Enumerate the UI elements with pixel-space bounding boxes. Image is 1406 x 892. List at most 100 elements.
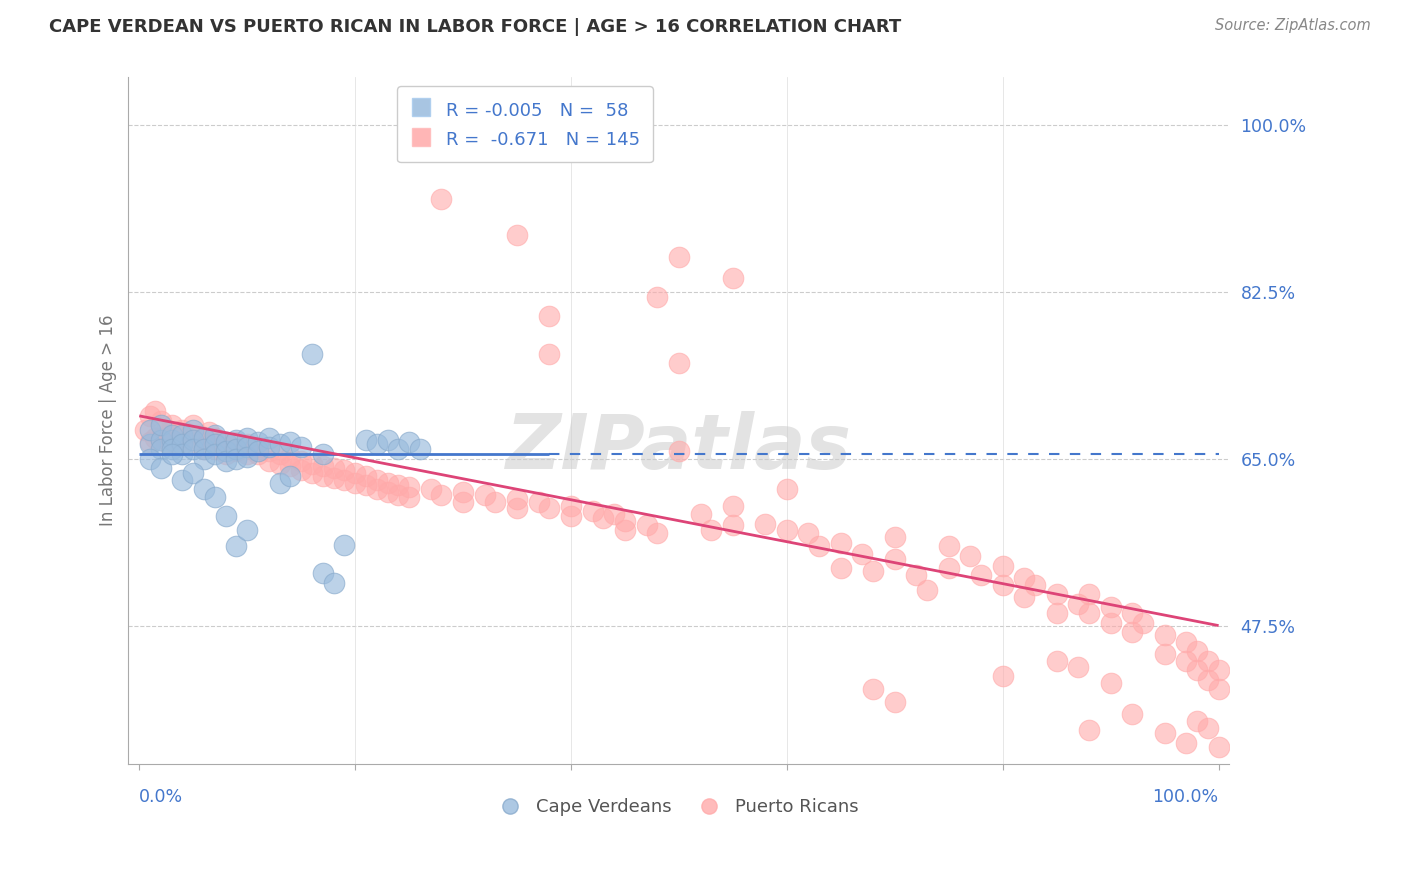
Point	[166, 437, 188, 451]
Point	[214, 444, 236, 458]
Point	[668, 356, 690, 370]
Point	[938, 540, 960, 554]
Point	[214, 453, 236, 467]
Point	[689, 507, 711, 521]
Point	[181, 433, 204, 447]
Point	[225, 433, 247, 447]
Point	[560, 508, 582, 523]
Point	[204, 442, 226, 457]
Point	[1175, 736, 1198, 750]
Point	[1153, 726, 1175, 740]
Point	[172, 437, 194, 451]
Point	[333, 537, 356, 551]
Point	[1067, 659, 1090, 673]
Y-axis label: In Labor Force | Age > 16: In Labor Force | Age > 16	[100, 315, 117, 526]
Point	[1024, 577, 1046, 591]
Point	[225, 434, 247, 449]
Point	[155, 423, 177, 437]
Point	[155, 434, 177, 449]
Point	[398, 480, 420, 494]
Point	[193, 442, 215, 457]
Point	[527, 494, 550, 508]
Point	[312, 469, 335, 483]
Point	[312, 459, 335, 474]
Point	[354, 433, 377, 447]
Point	[430, 488, 453, 502]
Point	[301, 466, 323, 480]
Point	[1197, 721, 1219, 735]
Point	[959, 549, 981, 563]
Point	[269, 457, 291, 471]
Point	[538, 309, 561, 323]
Point	[991, 558, 1014, 573]
Point	[1099, 599, 1122, 614]
Point	[172, 437, 194, 451]
Point	[204, 490, 226, 504]
Point	[1121, 606, 1143, 620]
Point	[700, 523, 723, 537]
Point	[172, 428, 194, 442]
Point	[1121, 707, 1143, 722]
Point	[280, 434, 302, 449]
Point	[1175, 654, 1198, 668]
Point	[506, 501, 529, 516]
Point	[193, 451, 215, 466]
Point	[290, 463, 312, 477]
Point	[851, 547, 873, 561]
Point	[1185, 644, 1208, 658]
Point	[344, 475, 367, 490]
Point	[193, 483, 215, 497]
Point	[830, 535, 852, 549]
Point	[204, 447, 226, 461]
Point	[776, 523, 799, 537]
Point	[647, 290, 669, 304]
Point	[387, 488, 409, 502]
Point	[149, 414, 172, 428]
Point	[1132, 615, 1154, 630]
Point	[991, 577, 1014, 591]
Point	[257, 444, 280, 458]
Point	[538, 501, 561, 516]
Point	[1099, 615, 1122, 630]
Point	[1185, 714, 1208, 728]
Point	[172, 473, 194, 487]
Point	[322, 575, 344, 590]
Point	[1185, 664, 1208, 678]
Point	[204, 428, 226, 442]
Point	[322, 461, 344, 475]
Point	[160, 433, 183, 447]
Point	[269, 475, 291, 490]
Point	[280, 469, 302, 483]
Point	[366, 437, 388, 451]
Point	[172, 423, 194, 437]
Point	[419, 483, 441, 497]
Point	[333, 473, 356, 487]
Text: Source: ZipAtlas.com: Source: ZipAtlas.com	[1215, 18, 1371, 33]
Point	[1078, 587, 1101, 601]
Point	[139, 423, 162, 437]
Point	[145, 431, 167, 445]
Point	[354, 478, 377, 492]
Point	[160, 447, 183, 461]
Point	[398, 490, 420, 504]
Point	[1175, 635, 1198, 649]
Point	[236, 450, 259, 464]
Point	[883, 530, 905, 544]
Point	[149, 442, 172, 457]
Point	[354, 469, 377, 483]
Point	[242, 442, 264, 457]
Point	[236, 440, 259, 454]
Point	[538, 347, 561, 361]
Point	[160, 434, 183, 449]
Point	[797, 526, 820, 541]
Point	[560, 500, 582, 514]
Point	[225, 444, 247, 458]
Point	[915, 583, 938, 598]
Point	[668, 444, 690, 458]
Point	[214, 434, 236, 449]
Point	[149, 431, 172, 445]
Point	[149, 461, 172, 475]
Point	[668, 250, 690, 264]
Text: CAPE VERDEAN VS PUERTO RICAN IN LABOR FORCE | AGE > 16 CORRELATION CHART: CAPE VERDEAN VS PUERTO RICAN IN LABOR FO…	[49, 18, 901, 36]
Point	[204, 431, 226, 445]
